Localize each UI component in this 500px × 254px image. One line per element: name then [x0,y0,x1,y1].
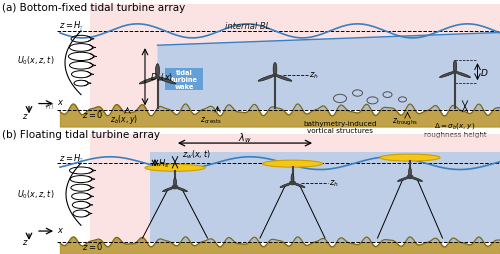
Text: $z = H$: $z = H$ [59,19,82,30]
Ellipse shape [440,72,456,78]
Ellipse shape [156,65,160,78]
Text: (a) Bottom-fixed tidal turbine array: (a) Bottom-fixed tidal turbine array [2,3,186,12]
Ellipse shape [273,63,277,76]
Text: $z_h$: $z_h$ [309,71,319,81]
Text: $D_w(x)$: $D_w(x)$ [150,72,173,84]
Text: $z_b(x,y)$: $z_b(x,y)$ [110,112,138,125]
Ellipse shape [291,174,294,183]
Ellipse shape [262,161,322,168]
Text: $z$: $z$ [22,112,29,120]
Ellipse shape [274,75,292,82]
Polygon shape [150,152,500,242]
Text: $\triangledown$: $\triangledown$ [78,156,83,163]
FancyBboxPatch shape [165,69,203,90]
Text: $z_{\rm troughs}$: $z_{\rm troughs}$ [392,117,418,128]
Text: $z_{\rm crests}$: $z_{\rm crests}$ [200,115,222,125]
Ellipse shape [174,178,176,187]
Circle shape [454,71,456,73]
Polygon shape [90,135,500,242]
Text: $H_s$: $H_s$ [158,157,169,170]
Ellipse shape [145,165,205,172]
Circle shape [290,181,295,185]
Ellipse shape [292,183,305,188]
Ellipse shape [156,77,176,85]
Ellipse shape [174,187,188,192]
Ellipse shape [162,187,175,192]
Text: $z_h$: $z_h$ [329,178,339,188]
Text: tidal
turbine
wake: tidal turbine wake [170,70,198,90]
Text: $\lambda_w$: $\lambda_w$ [238,131,252,145]
Text: $x$: $x$ [57,98,64,107]
Polygon shape [90,5,500,110]
Text: $x$: $x$ [57,225,64,234]
Ellipse shape [408,168,412,177]
Text: $D$: $D$ [480,67,488,78]
Ellipse shape [258,75,276,82]
Ellipse shape [410,177,422,182]
Text: $z = H$: $z = H$ [59,151,82,162]
Polygon shape [158,33,500,110]
Text: $z_w(x,t)$: $z_w(x,t)$ [182,148,211,160]
Circle shape [172,185,178,189]
Circle shape [407,175,413,179]
Ellipse shape [140,77,158,85]
Ellipse shape [380,154,440,162]
Text: $U_0(x,z,t)$: $U_0(x,z,t)$ [18,187,54,200]
Text: bathymetry-induced
vortical structures: bathymetry-induced vortical structures [303,121,377,134]
Text: $z = 0$: $z = 0$ [82,108,104,119]
Text: $U_0(x,z,t)$: $U_0(x,z,t)$ [18,54,54,67]
Text: internal BL: internal BL [225,22,270,31]
Ellipse shape [398,177,410,182]
Text: (b) Floating tidal turbine array: (b) Floating tidal turbine array [2,130,160,139]
Ellipse shape [454,61,456,73]
Text: $m$: $m$ [45,102,54,111]
Circle shape [156,76,160,79]
Text: $\Delta = \sigma_b(x,y)$
roughness height: $\Delta = \sigma_b(x,y)$ roughness heigh… [424,121,486,138]
Text: $z = 0$: $z = 0$ [82,240,104,251]
Ellipse shape [454,72,470,78]
Circle shape [273,74,277,77]
Ellipse shape [280,183,293,188]
Text: $z$: $z$ [22,237,29,246]
Text: $\triangledown$: $\triangledown$ [78,25,83,31]
